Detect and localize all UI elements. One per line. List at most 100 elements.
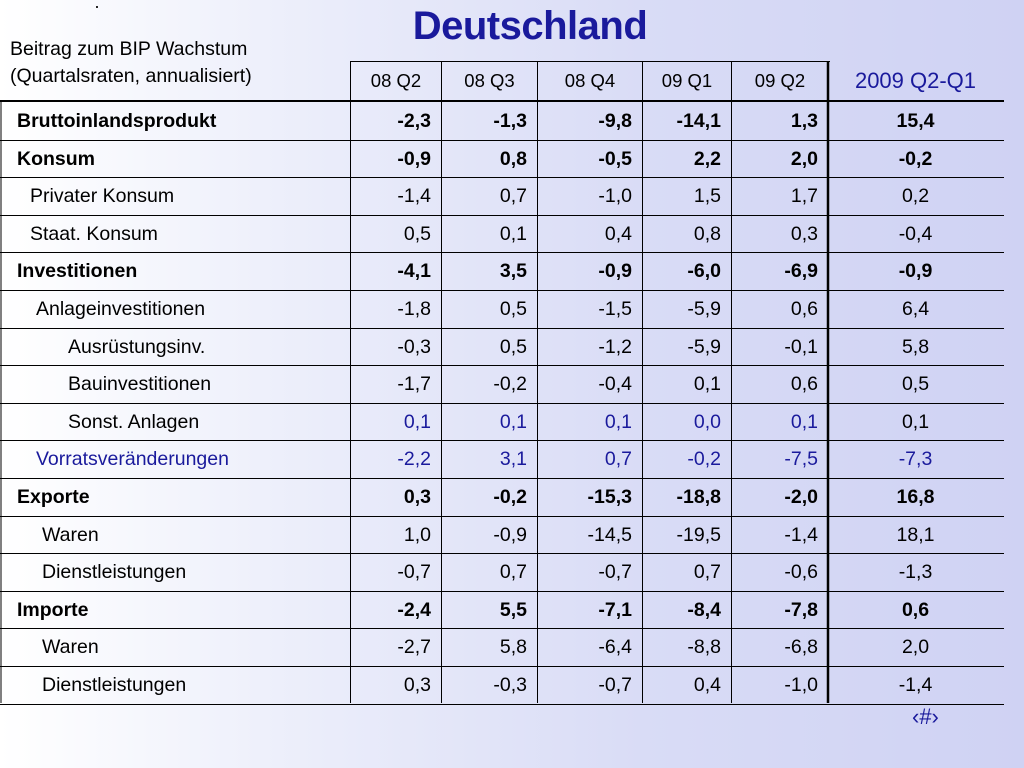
table-cell: 15,4 (896, 110, 935, 132)
table-caption: Beitrag zum BIP Wachstum (Quartalsraten,… (10, 36, 340, 90)
page-number: ‹#› (912, 704, 939, 729)
table-cell: 0,5 (499, 335, 527, 358)
table-cell: -2,0 (784, 486, 818, 508)
table-cell: -0,9 (493, 523, 527, 546)
row-label: Importe (17, 598, 89, 621)
table-cell: -9,8 (598, 110, 632, 132)
table-cell: 0,6 (790, 298, 818, 320)
table-cell: 0,1 (693, 373, 721, 396)
table-cell: -0,2 (493, 486, 527, 508)
row-label: Exporte (17, 486, 90, 508)
table-cell: -1,0 (598, 185, 632, 208)
table-cell: -0,7 (598, 674, 632, 696)
row-label: Waren (42, 636, 99, 659)
table-cell: 0,3 (790, 222, 818, 245)
table-cell: -1,4 (784, 523, 818, 546)
column-header: 09 Q1 (661, 70, 713, 91)
table-cell: -1,3 (898, 561, 933, 584)
table-cell: -7,5 (784, 448, 818, 471)
table-cell: 1,5 (693, 185, 721, 208)
table-cell: 0,5 (403, 222, 431, 245)
table-cell: 2,2 (693, 147, 721, 170)
table-cell: -2,2 (397, 448, 431, 471)
row-label: Ausrüstungsinv. (68, 335, 206, 358)
table-cell: 0,4 (604, 222, 632, 245)
table-cell: 6,4 (901, 298, 930, 320)
table-cell: 0,8 (499, 147, 527, 170)
table-cell: 0,6 (790, 373, 818, 396)
column-header: 09 Q2 (754, 70, 806, 91)
column-header: 08 Q2 (370, 70, 422, 91)
table-cell: -2,4 (397, 598, 431, 621)
table-cell: 0,0 (693, 410, 721, 433)
table-cell: -5,9 (687, 335, 721, 358)
table-cell: 0,6 (901, 598, 930, 621)
row-label: Konsum (17, 147, 95, 170)
table-cell: 3,5 (499, 260, 527, 283)
column-header: 08 Q3 (464, 70, 515, 91)
table-cell: -0,7 (397, 561, 431, 584)
table-cell: 0,2 (901, 185, 930, 208)
table-cell: 0,1 (403, 410, 431, 433)
table-cell: -6,8 (784, 636, 818, 659)
table-cell: -8,8 (687, 636, 721, 659)
table-cell: -6,9 (784, 260, 818, 283)
table-cell: 5,8 (901, 335, 930, 358)
table-cell: -4,1 (397, 260, 431, 283)
table-cell: -0,9 (598, 260, 632, 283)
table-cell: 18,1 (896, 523, 935, 546)
table-cell: -1,4 (898, 674, 933, 696)
caption-line-2: (Quartalsraten, annualisiert) (10, 65, 252, 87)
table-cell: 3,1 (499, 448, 527, 471)
table-cell: -0,4 (898, 222, 933, 245)
table-cell: 0,7 (499, 185, 527, 208)
table-cell: -2,3 (397, 110, 431, 132)
table-cell: 0,1 (901, 410, 930, 433)
table-cell: -1,7 (397, 373, 431, 396)
row-label: Investitionen (17, 260, 138, 283)
table-cell: 5,5 (499, 598, 527, 621)
table-cell: -18,8 (676, 486, 721, 508)
row-label: Bruttoinlandsprodukt (17, 110, 217, 132)
table-cell: 1,7 (790, 185, 818, 208)
table-cell: 0,1 (499, 222, 527, 245)
row-label: Privater Konsum (30, 185, 175, 208)
row-label: Bauinvestitionen (68, 373, 212, 396)
table-cell: -5,9 (687, 298, 721, 320)
table-cell: -6,0 (687, 260, 721, 283)
table-cell: -1,8 (397, 298, 431, 320)
table-cell: -0,2 (898, 147, 933, 170)
row-label: Dienstleistungen (42, 561, 187, 584)
table-cell: 2,0 (790, 147, 818, 170)
table-cell: -15,3 (587, 486, 632, 508)
decorative-dot: · (94, 0, 100, 16)
table-cell: 0,5 (499, 298, 527, 320)
table-cell: -1,0 (784, 674, 818, 696)
table-cell: -2,7 (397, 636, 431, 659)
table-cell: -0,3 (397, 335, 431, 358)
row-label: Waren (42, 523, 99, 546)
table-cell: 0,1 (790, 410, 818, 433)
table-cell: -0,9 (898, 260, 933, 283)
table-cell: 0,5 (901, 373, 930, 396)
table-cell: -1,2 (598, 335, 632, 358)
table-cell: -14,1 (676, 110, 721, 132)
column-header: 08 Q4 (564, 70, 616, 91)
table-cell: 0,3 (403, 486, 431, 508)
table-cell: 0,7 (693, 561, 721, 584)
table-cell: -7,8 (784, 598, 818, 621)
table-cell: 16,8 (896, 486, 935, 508)
table-cell: -6,4 (598, 636, 632, 659)
page-title: Deutschland (412, 4, 648, 48)
table-cell: 0,7 (604, 448, 632, 471)
row-label: Vorratsveränderungen (36, 448, 229, 471)
table-cell: -0,1 (784, 335, 818, 358)
table-cell: -0,9 (397, 147, 431, 170)
table-cell: -1,3 (493, 110, 527, 132)
table-cell: -0,6 (784, 561, 818, 584)
table-cell: -0,4 (598, 373, 632, 396)
table-cell: 5,8 (499, 636, 527, 659)
table-cell: 0,3 (403, 674, 431, 696)
table-cell: 0,8 (693, 222, 721, 245)
